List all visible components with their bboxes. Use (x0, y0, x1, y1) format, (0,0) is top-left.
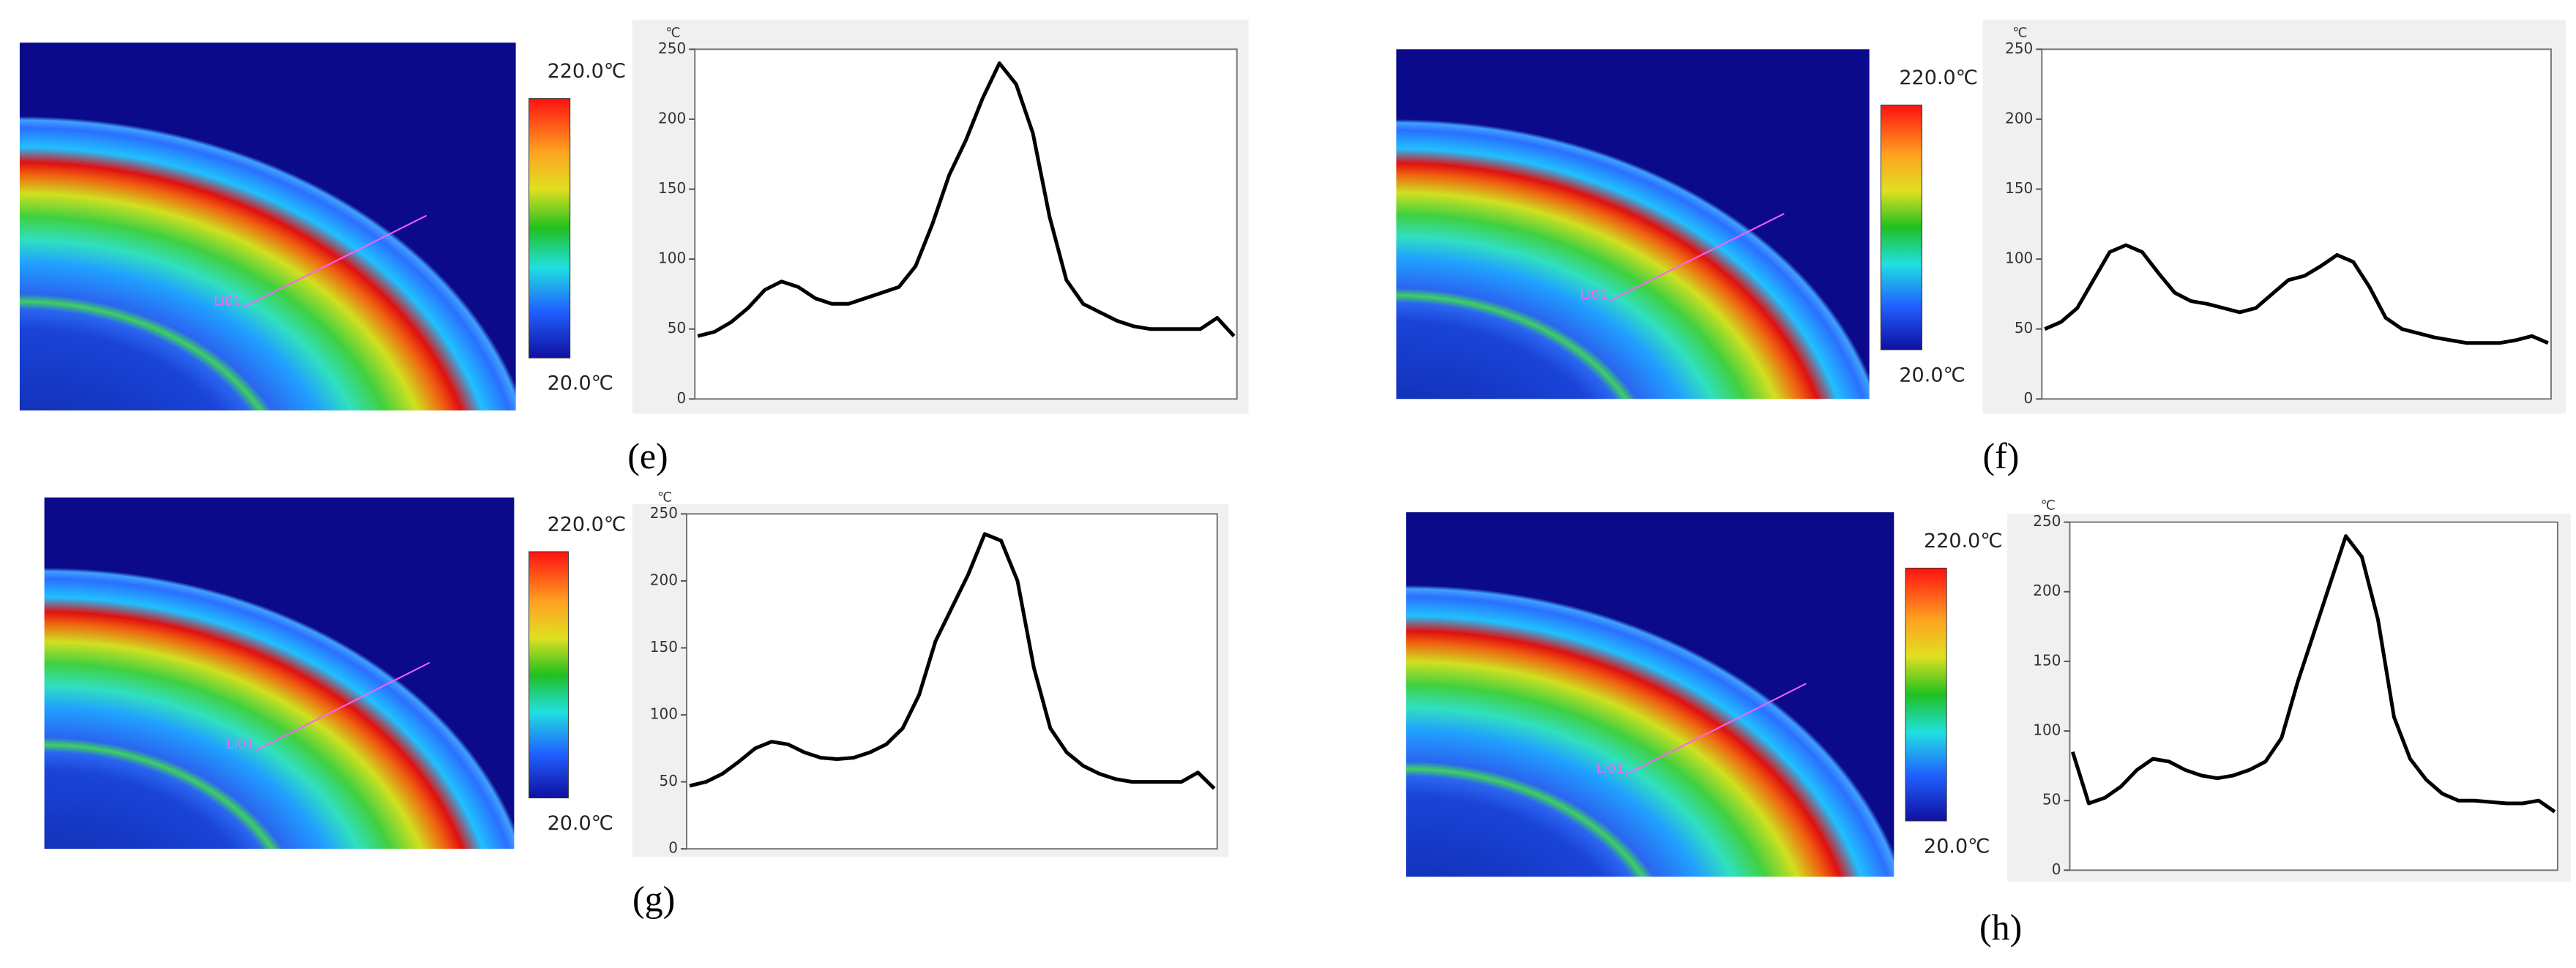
profile-line (242, 214, 428, 309)
colorbar (529, 98, 571, 359)
colorbar (1880, 105, 1922, 350)
y-tick-label: 250 (2005, 40, 2033, 57)
colorbar-min-label: 20.0℃ (548, 372, 613, 395)
y-tick-label: 250 (650, 504, 678, 522)
plot-area (2041, 48, 2552, 400)
profile-curve (689, 532, 1216, 790)
profile-line (255, 661, 430, 751)
y-tick-label: 200 (658, 109, 686, 127)
plot-area (2069, 521, 2558, 871)
y-tick-label: 0 (676, 389, 686, 407)
y-tick-label: 0 (668, 839, 678, 857)
plot-area (685, 513, 1218, 850)
thermal-image (44, 497, 515, 849)
panel-label: (e) (627, 435, 668, 476)
y-tick-label: 200 (650, 571, 678, 588)
y-tick-label: 150 (2033, 651, 2061, 669)
profile-line (1608, 213, 1785, 302)
colorbar (529, 551, 569, 799)
colorbar-min-label: 20.0℃ (548, 812, 613, 835)
y-tick-label: 100 (2033, 721, 2061, 739)
profile-line-label: Li01 (1597, 761, 1624, 776)
y-unit: ℃ (665, 25, 680, 40)
panel-label: (h) (1979, 907, 2022, 948)
panel-label: (g) (632, 879, 675, 920)
y-unit: ℃ (2012, 25, 2027, 40)
y-tick-label: 150 (2005, 179, 2033, 197)
profile-curve (2044, 243, 2549, 345)
y-tick-label: 50 (660, 772, 678, 789)
y-tick-label: 150 (658, 179, 686, 197)
y-tick-label: 0 (2052, 860, 2061, 878)
thermal-image (1396, 49, 1870, 399)
y-unit: ℃ (657, 489, 672, 505)
thermal-image (1405, 512, 1894, 877)
profile-line-label: Li01 (214, 293, 242, 309)
y-unit: ℃ (2040, 498, 2055, 514)
thermal-image (19, 42, 516, 411)
profile-line-label: Li01 (1580, 287, 1608, 302)
colorbar-min-label: 20.0℃ (1924, 836, 1990, 858)
y-tick-label: 200 (2033, 582, 2061, 599)
profile-curve (2071, 534, 2556, 814)
colorbar-max-label: 220.0℃ (1899, 67, 1978, 89)
y-tick-label: 50 (2015, 319, 2033, 337)
y-tick-label: 50 (668, 319, 686, 337)
panel-label: (f) (1983, 435, 2020, 476)
y-tick-label: 100 (658, 249, 686, 267)
y-tick-label: 50 (2042, 791, 2061, 808)
y-tick-label: 250 (658, 40, 686, 57)
profile-curve (697, 61, 1236, 338)
colorbar-max-label: 220.0℃ (548, 60, 627, 83)
y-tick-label: 150 (650, 638, 678, 656)
colorbar-max-label: 220.0℃ (1924, 530, 2003, 552)
y-tick-label: 0 (2024, 389, 2034, 407)
y-tick-label: 250 (2033, 512, 2061, 530)
profile-line-label: Li01 (226, 737, 254, 752)
y-tick-label: 200 (2005, 109, 2033, 127)
profile-line (1625, 683, 1807, 776)
colorbar-min-label: 20.0℃ (1899, 364, 1965, 386)
colorbar-max-label: 220.0℃ (548, 513, 627, 536)
colorbar (1905, 567, 1947, 822)
y-tick-label: 100 (650, 705, 678, 723)
plot-area (694, 48, 1238, 400)
y-tick-label: 100 (2005, 249, 2033, 267)
